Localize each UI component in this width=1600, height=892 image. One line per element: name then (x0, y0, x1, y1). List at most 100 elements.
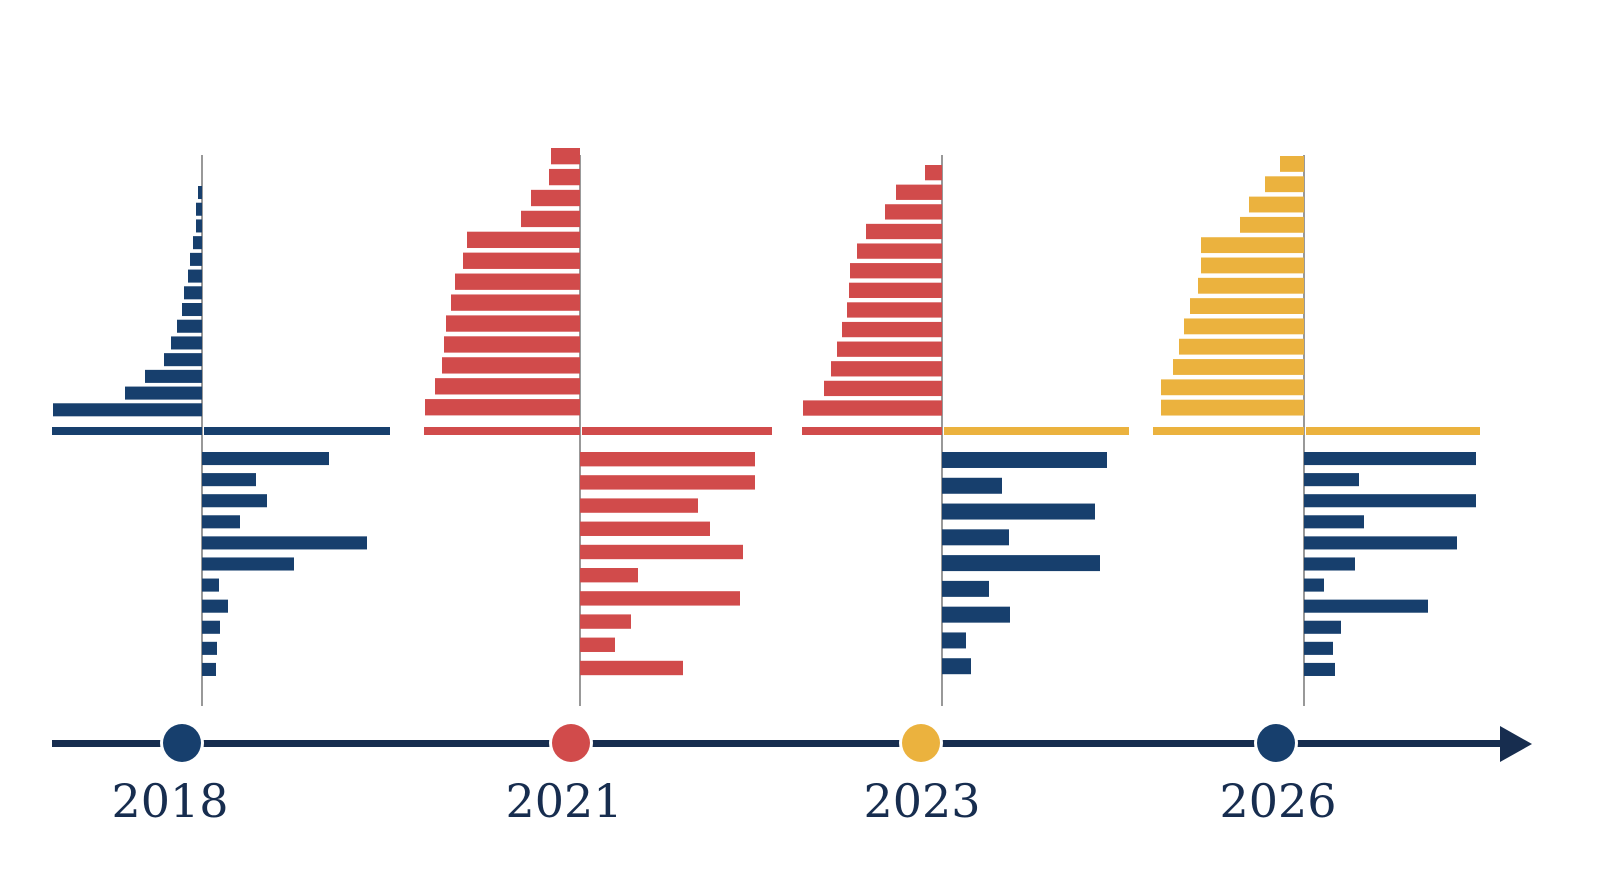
upper-bar (198, 186, 202, 200)
upper-bar (1179, 338, 1304, 355)
upper-bar (866, 223, 942, 240)
lower-bar (580, 568, 638, 583)
timeline-marker-2021 (552, 724, 590, 762)
upper-bar (925, 165, 942, 181)
upper-bar (1249, 196, 1304, 213)
upper-bar (1161, 399, 1304, 416)
upper-bar (53, 403, 202, 417)
lower-bar (580, 452, 755, 467)
lower-bar (1304, 557, 1355, 571)
lower-bar (1304, 452, 1476, 466)
lower-bar (202, 494, 267, 508)
lower-bar (202, 662, 216, 676)
upper-bar (455, 273, 580, 290)
lower-bar (580, 521, 710, 536)
lower-bar (1304, 620, 1341, 634)
upper-bar (521, 210, 580, 228)
lower-bar (942, 529, 1009, 546)
lower-bar (1304, 536, 1457, 550)
upper-bar (188, 269, 202, 283)
baseline-right-bar (582, 427, 772, 435)
baseline-left-bar (1153, 427, 1304, 435)
baseline-left-bar (52, 427, 202, 435)
lower-bar (580, 591, 740, 606)
lower-bar (942, 606, 1010, 623)
upper-bar (549, 168, 580, 186)
upper-bar (467, 231, 580, 249)
upper-bar (803, 400, 942, 416)
upper-bar (1280, 156, 1304, 172)
lower-bar (202, 578, 219, 592)
lower-bar (202, 473, 256, 487)
upper-bar (425, 399, 580, 416)
lower-bar (942, 452, 1107, 468)
year-label-2021: 2021 (505, 774, 623, 828)
upper-bar (164, 353, 202, 367)
lower-bar (942, 580, 989, 597)
year-label-2018: 2018 (111, 774, 229, 828)
lower-bar (1304, 599, 1428, 613)
upper-bar (435, 378, 580, 395)
year-label-2023: 2023 (863, 774, 981, 828)
lower-bar (580, 660, 683, 676)
upper-bar (849, 282, 942, 298)
lower-bar (942, 658, 971, 675)
lower-bar (1304, 494, 1476, 508)
upper-bar (444, 336, 580, 353)
upper-bar (184, 286, 202, 300)
panel-2023 (802, 155, 1129, 706)
lower-bar (580, 637, 615, 652)
chart-panels (52, 148, 1480, 706)
year-label-2026: 2026 (1219, 774, 1337, 828)
lower-bar (1304, 473, 1359, 487)
lower-bar (202, 557, 294, 571)
upper-bar (446, 315, 580, 332)
timeline-marker-2023 (902, 724, 940, 762)
upper-bar (171, 336, 202, 350)
upper-bar (177, 319, 202, 333)
upper-bar (1173, 359, 1304, 375)
upper-bar (1265, 176, 1304, 193)
timeline-marker-2026 (1257, 724, 1295, 762)
panel-2026 (1153, 155, 1480, 706)
lower-bar (942, 477, 1002, 494)
upper-bar (1201, 257, 1304, 274)
upper-bar (837, 341, 942, 357)
baseline-left-bar (802, 427, 942, 435)
timeline-arrow-icon (1500, 726, 1532, 762)
lower-bar (580, 475, 755, 490)
upper-bar (1190, 298, 1304, 314)
lower-bar (1304, 578, 1324, 592)
upper-bar (125, 386, 202, 400)
lower-bar (202, 599, 228, 613)
upper-bar (842, 321, 942, 338)
upper-bar (196, 219, 202, 233)
upper-bar (831, 361, 942, 377)
upper-bar (850, 263, 942, 279)
upper-bar (1161, 379, 1304, 396)
lower-bar (202, 641, 217, 655)
upper-bar (551, 148, 580, 165)
upper-bar (463, 252, 580, 269)
upper-bar (885, 204, 942, 220)
upper-bar (1240, 216, 1304, 233)
baseline-right-bar (204, 427, 390, 435)
lower-bar (1304, 515, 1364, 529)
lower-bar (1304, 662, 1335, 676)
upper-bar (1184, 318, 1304, 335)
panel-2018 (52, 155, 390, 706)
baseline-right-bar (944, 427, 1129, 435)
lower-bar (580, 614, 631, 629)
lower-bar (202, 515, 240, 529)
lower-bar (580, 498, 698, 513)
upper-bar (531, 189, 580, 207)
baseline-right-bar (1306, 427, 1480, 435)
timeline-line (52, 740, 1507, 747)
timeline (52, 721, 1532, 765)
lower-bar (942, 632, 966, 649)
panel-2021 (424, 148, 772, 706)
upper-bar (190, 252, 202, 266)
upper-bar (1201, 237, 1304, 254)
upper-bar (442, 357, 580, 374)
